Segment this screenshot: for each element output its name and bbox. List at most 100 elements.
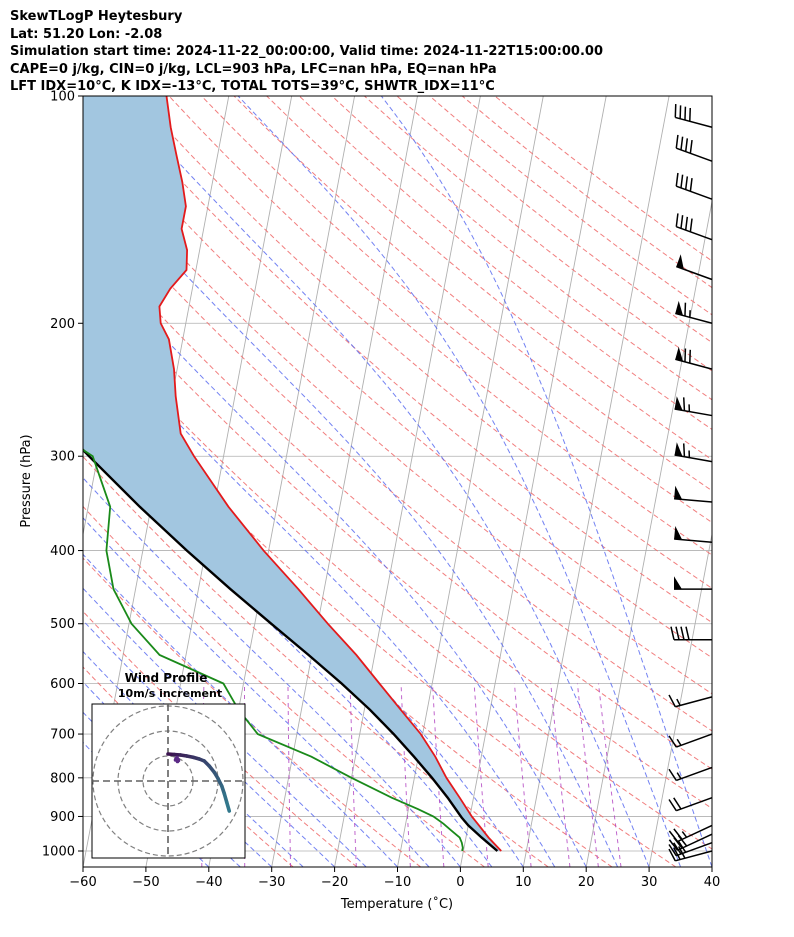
mixing-ratio-line — [349, 683, 357, 867]
y-axis-tick-label: 500 — [50, 617, 75, 632]
wind-barb-staff — [676, 185, 713, 200]
moist-adiabat — [83, 587, 367, 867]
wind-barb — [675, 213, 713, 241]
y-axis-tick-label: 600 — [50, 677, 75, 692]
wind-barb-full — [668, 768, 677, 781]
wind-barb-flag — [675, 300, 683, 316]
wind-barb-flag — [674, 485, 683, 500]
hodograph-point — [175, 755, 179, 760]
dry-adiabat — [83, 610, 358, 867]
wind-barb — [676, 254, 713, 281]
wind-barb-staff — [676, 225, 713, 241]
wind-barb-staff — [676, 797, 713, 812]
moist-adiabat — [83, 320, 556, 867]
dry-adiabat — [201, 96, 712, 524]
x-axis-label: Temperature (˚C) — [340, 896, 453, 912]
wind-barb-full — [668, 830, 679, 842]
wind-barb — [668, 840, 713, 857]
wind-barb-full — [684, 176, 689, 190]
wind-barb-full — [680, 136, 684, 151]
wind-barb-full — [684, 216, 689, 231]
dry-adiabat — [331, 96, 712, 401]
moist-adiabat — [83, 553, 398, 867]
axes: −60 −50 −40 −30 −20 −10 0 10 20 30 40 1000 900 800 700… — [42, 90, 720, 891]
mixing-ratio-line — [287, 683, 292, 867]
dry-adiabat — [298, 96, 712, 431]
y-axis-tick-label: 700 — [50, 728, 75, 743]
cape-indices-label: CAPE=0 j/kg, CIN=0 j/kg, LCL=903 hPa, LF… — [10, 61, 497, 77]
moist-adiabat — [83, 432, 493, 867]
isotherm-line — [585, 199, 712, 867]
x-axis-tick-label: 20 — [578, 875, 595, 890]
wind-barb-staff — [676, 265, 713, 281]
x-axis-tick-label: −60 — [69, 875, 96, 890]
dry-adiabat — [83, 148, 712, 695]
dry-adiabat — [396, 96, 712, 344]
hodograph-trace-segment — [224, 800, 232, 813]
gridlines — [83, 96, 712, 867]
x-axis-tick-label: −50 — [132, 875, 159, 890]
x-axis-tick-label: 30 — [641, 875, 658, 890]
dry-adiabat — [83, 109, 712, 659]
dry-adiabat — [168, 96, 712, 556]
mixing-ratio-line — [513, 683, 532, 867]
wind-barb — [675, 172, 713, 200]
moist-adiabat — [83, 517, 430, 867]
moist-adiabat — [83, 681, 273, 867]
mixing-ratio-line — [598, 683, 622, 867]
wind-barb — [675, 300, 713, 325]
wind-barb-full — [673, 847, 681, 860]
wind-barb — [674, 104, 713, 128]
x-axis-tick-label: 40 — [704, 875, 721, 890]
wind-barb-staff — [676, 841, 713, 857]
wind-barb-flag — [674, 526, 683, 540]
wind-barb-full — [677, 840, 687, 853]
wind-barb-half — [676, 738, 682, 746]
temperature-profile-line — [158, 96, 502, 852]
mixing-ratio-line — [550, 683, 571, 867]
wind-barb-full — [668, 848, 676, 862]
dry-adiabat — [83, 407, 613, 867]
wind-barb-full — [689, 178, 693, 192]
wind-barb-full — [673, 842, 682, 855]
wind-barb — [668, 694, 713, 708]
dewpoint-profile-line — [83, 448, 464, 852]
moist-adiabat — [83, 380, 524, 867]
wind-barb-flag — [676, 254, 684, 270]
wind-barb — [668, 824, 713, 843]
wind-barb-full — [675, 626, 680, 640]
x-axis-tick-label: −30 — [258, 875, 285, 890]
wind-barb-full — [668, 799, 677, 812]
moist-adiabat — [117, 96, 650, 867]
wind-barb-half — [676, 698, 681, 706]
wind-barb-staff — [674, 454, 713, 463]
wind-barb-flag — [674, 576, 682, 590]
hodograph-title: Wind Profile — [125, 671, 208, 685]
y-axis-label: Pressure (hPa) — [19, 434, 34, 527]
wind-barb-staff — [676, 766, 713, 782]
wind-barb-staff — [677, 833, 713, 851]
wind-barb-full — [689, 140, 693, 154]
y-axis-tick-label: 200 — [50, 317, 75, 332]
wind-barb-flag — [675, 346, 683, 362]
hodograph-content — [92, 704, 245, 858]
isotherm-line — [522, 96, 670, 867]
stability-indices-label: LFT IDX=10°C, K IDX=-13°C, TOTAL TOTS=39… — [10, 79, 495, 94]
cin-shaded-area — [83, 96, 502, 851]
wind-barb-full — [684, 138, 689, 152]
wind-barb-staff — [676, 733, 713, 748]
wind-barb-flag — [674, 396, 683, 411]
wind-barb-full — [685, 626, 690, 640]
wind-barb-full — [668, 839, 679, 851]
wind-barbs — [668, 104, 713, 862]
figure-header: SkewTLogP Heytesbury Lat: 51.20 Lon: -2.… — [10, 8, 603, 96]
wind-barb-full — [673, 797, 682, 810]
y-axis-tick-label: 800 — [50, 771, 75, 786]
wind-barb-staff — [677, 824, 713, 843]
dry-adiabat — [83, 272, 712, 810]
figure-title: SkewTLogP Heytesbury — [10, 9, 183, 24]
wind-barb — [674, 442, 713, 463]
wind-barb — [668, 797, 713, 812]
dry-adiabat — [83, 316, 712, 850]
wind-barb — [668, 846, 713, 862]
